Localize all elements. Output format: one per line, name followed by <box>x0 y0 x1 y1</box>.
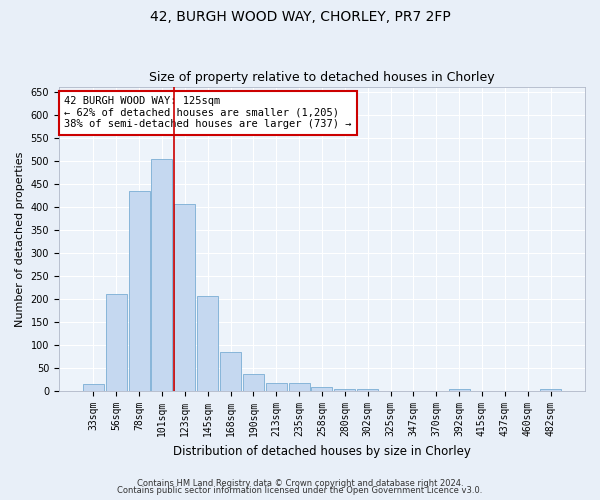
Bar <box>311 386 332 391</box>
Y-axis label: Number of detached properties: Number of detached properties <box>15 152 25 327</box>
Bar <box>357 390 378 391</box>
Bar <box>83 384 104 391</box>
Bar <box>243 374 264 391</box>
Text: Contains public sector information licensed under the Open Government Licence v3: Contains public sector information licen… <box>118 486 482 495</box>
Bar <box>540 389 561 391</box>
Bar <box>220 352 241 391</box>
Bar <box>334 389 355 391</box>
Bar <box>128 190 149 391</box>
Bar <box>449 389 470 391</box>
Text: Contains HM Land Registry data © Crown copyright and database right 2024.: Contains HM Land Registry data © Crown c… <box>137 478 463 488</box>
Bar <box>197 296 218 391</box>
Text: 42 BURGH WOOD WAY: 125sqm
← 62% of detached houses are smaller (1,205)
38% of se: 42 BURGH WOOD WAY: 125sqm ← 62% of detac… <box>64 96 352 130</box>
Bar <box>266 383 287 391</box>
Title: Size of property relative to detached houses in Chorley: Size of property relative to detached ho… <box>149 72 495 85</box>
Bar <box>151 160 172 391</box>
Bar <box>106 294 127 391</box>
Text: 42, BURGH WOOD WAY, CHORLEY, PR7 2FP: 42, BURGH WOOD WAY, CHORLEY, PR7 2FP <box>149 10 451 24</box>
Bar <box>174 204 195 391</box>
X-axis label: Distribution of detached houses by size in Chorley: Distribution of detached houses by size … <box>173 444 471 458</box>
Bar <box>289 383 310 391</box>
